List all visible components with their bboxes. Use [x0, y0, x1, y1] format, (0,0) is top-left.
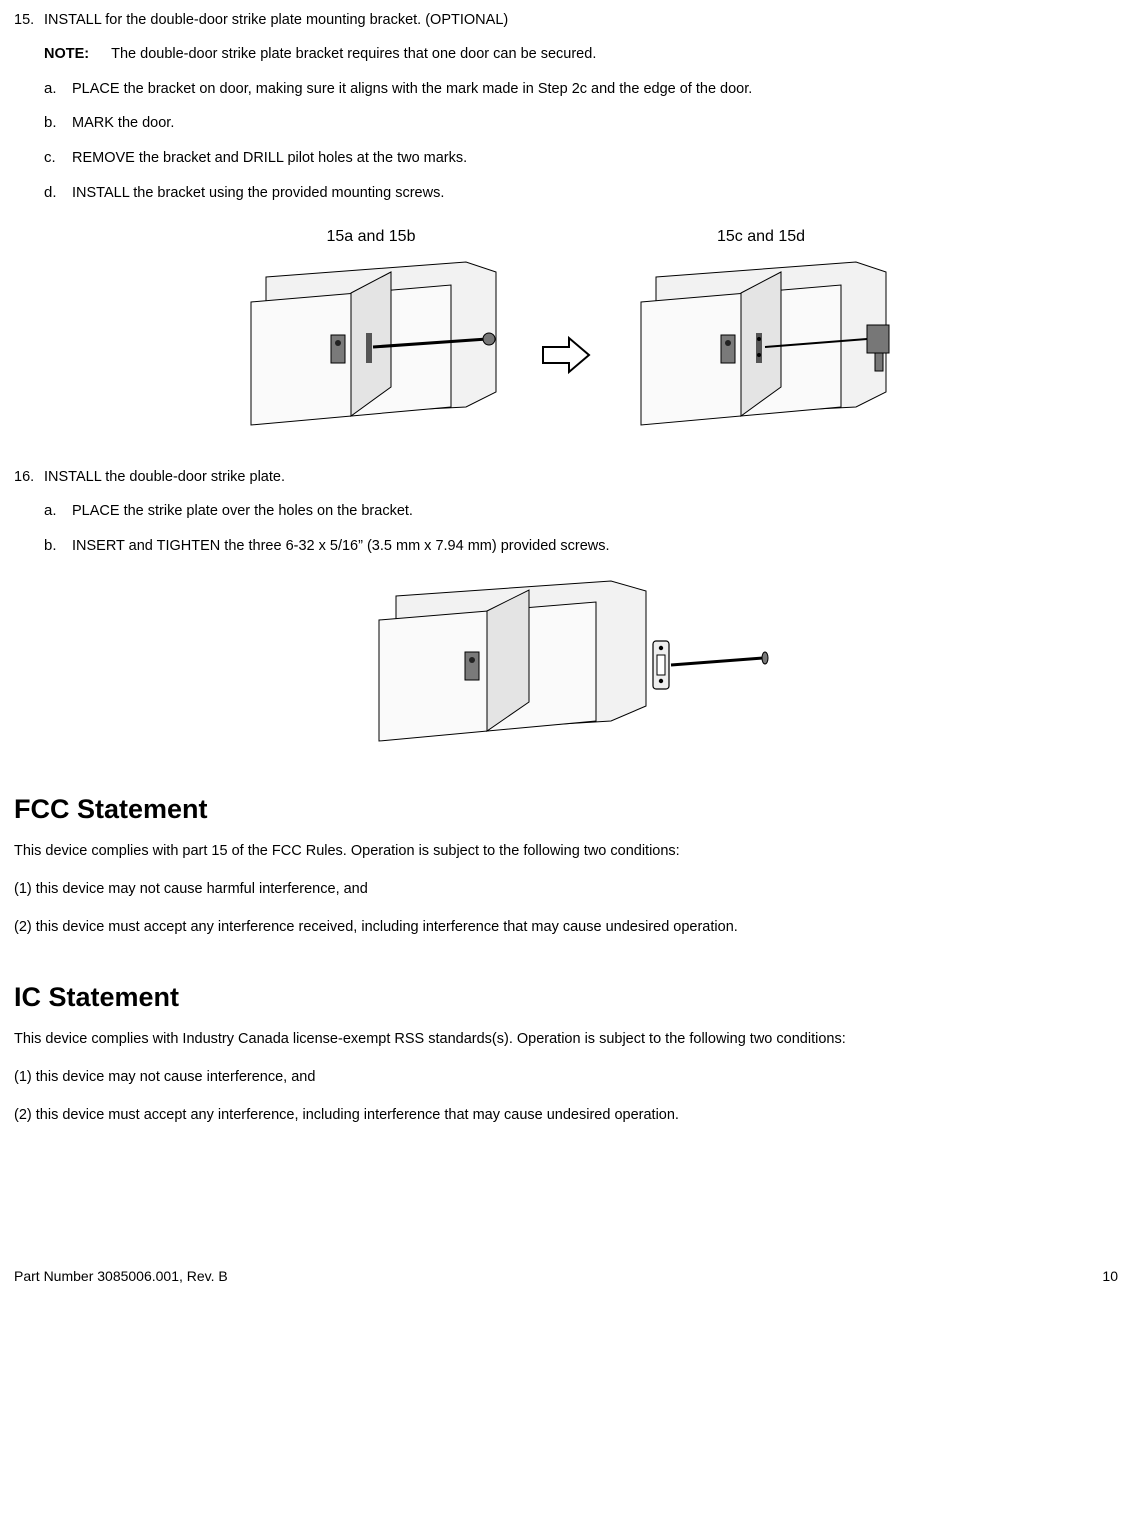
step-16: 16. INSTALL the double-door strike plate… [14, 467, 1118, 489]
step-15-note: NOTE: The double-door strike plate brack… [44, 44, 1118, 66]
footer-part-number: Part Number 3085006.001, Rev. B [14, 1266, 228, 1287]
sub-letter: c. [44, 147, 72, 170]
ic-p1: This device complies with Industry Canad… [14, 1029, 1118, 1051]
ic-heading: IC Statement [14, 977, 1118, 1018]
step-15-sub-c: c. REMOVE the bracket and DRILL pilot ho… [44, 147, 1118, 170]
sub-text: MARK the door. [72, 113, 1118, 135]
step-16-sub-a: a. PLACE the strike plate over the holes… [44, 500, 1118, 523]
cabinet-diagram-right [631, 257, 891, 437]
step-16-sub-b: b. INSERT and TIGHTEN the three 6-32 x 5… [44, 535, 1118, 558]
fcc-p3: (2) this device must accept any interfer… [14, 917, 1118, 939]
step-15-number: 15. [14, 10, 44, 32]
figure-15-left-label: 15a and 15b [327, 225, 416, 249]
sub-letter: b. [44, 112, 72, 135]
sub-letter: a. [44, 78, 72, 101]
step-16-text: INSTALL the double-door strike plate. [44, 467, 1118, 489]
sub-letter: b. [44, 535, 72, 558]
sub-text: REMOVE the bracket and DRILL pilot holes… [72, 148, 1118, 170]
sub-letter: a. [44, 500, 72, 523]
page-footer: Part Number 3085006.001, Rev. B 10 [14, 1266, 1118, 1287]
step-15-sub-a: a. PLACE the bracket on door, making sur… [44, 78, 1118, 101]
note-text: The double-door strike plate bracket req… [111, 44, 596, 66]
step-16-number: 16. [14, 467, 44, 489]
ic-p3: (2) this device must accept any interfer… [14, 1105, 1118, 1127]
sub-text: INSTALL the bracket using the provided m… [72, 183, 1118, 205]
sub-text: PLACE the bracket on door, making sure i… [72, 79, 1118, 101]
sub-letter: d. [44, 182, 72, 205]
fcc-heading: FCC Statement [14, 789, 1118, 830]
figure-15: 15a and 15b 15c and 15d [14, 225, 1118, 437]
sub-text: INSERT and TIGHTEN the three 6-32 x 5/16… [72, 536, 1118, 558]
fcc-p2: (1) this device may not cause harmful in… [14, 879, 1118, 901]
sub-text: PLACE the strike plate over the holes on… [72, 501, 1118, 523]
step-15-sub-b: b. MARK the door. [44, 112, 1118, 135]
cabinet-diagram-16 [361, 576, 771, 751]
step-15: 15. INSTALL for the double-door strike p… [14, 10, 1118, 32]
figure-15-arrow-icon [541, 329, 591, 392]
ic-p2: (1) this device may not cause interferen… [14, 1067, 1118, 1089]
step-15-text: INSTALL for the double-door strike plate… [44, 10, 1118, 32]
fcc-p1: This device complies with part 15 of the… [14, 841, 1118, 863]
step-15-sub-d: d. INSTALL the bracket using the provide… [44, 182, 1118, 205]
figure-16 [14, 576, 1118, 751]
footer-page-number: 10 [1102, 1266, 1118, 1287]
figure-15-left: 15a and 15b [241, 225, 501, 437]
note-label: NOTE: [44, 44, 89, 66]
figure-15-right: 15c and 15d [631, 225, 891, 437]
cabinet-diagram-left [241, 257, 501, 437]
figure-15-right-label: 15c and 15d [717, 225, 805, 249]
